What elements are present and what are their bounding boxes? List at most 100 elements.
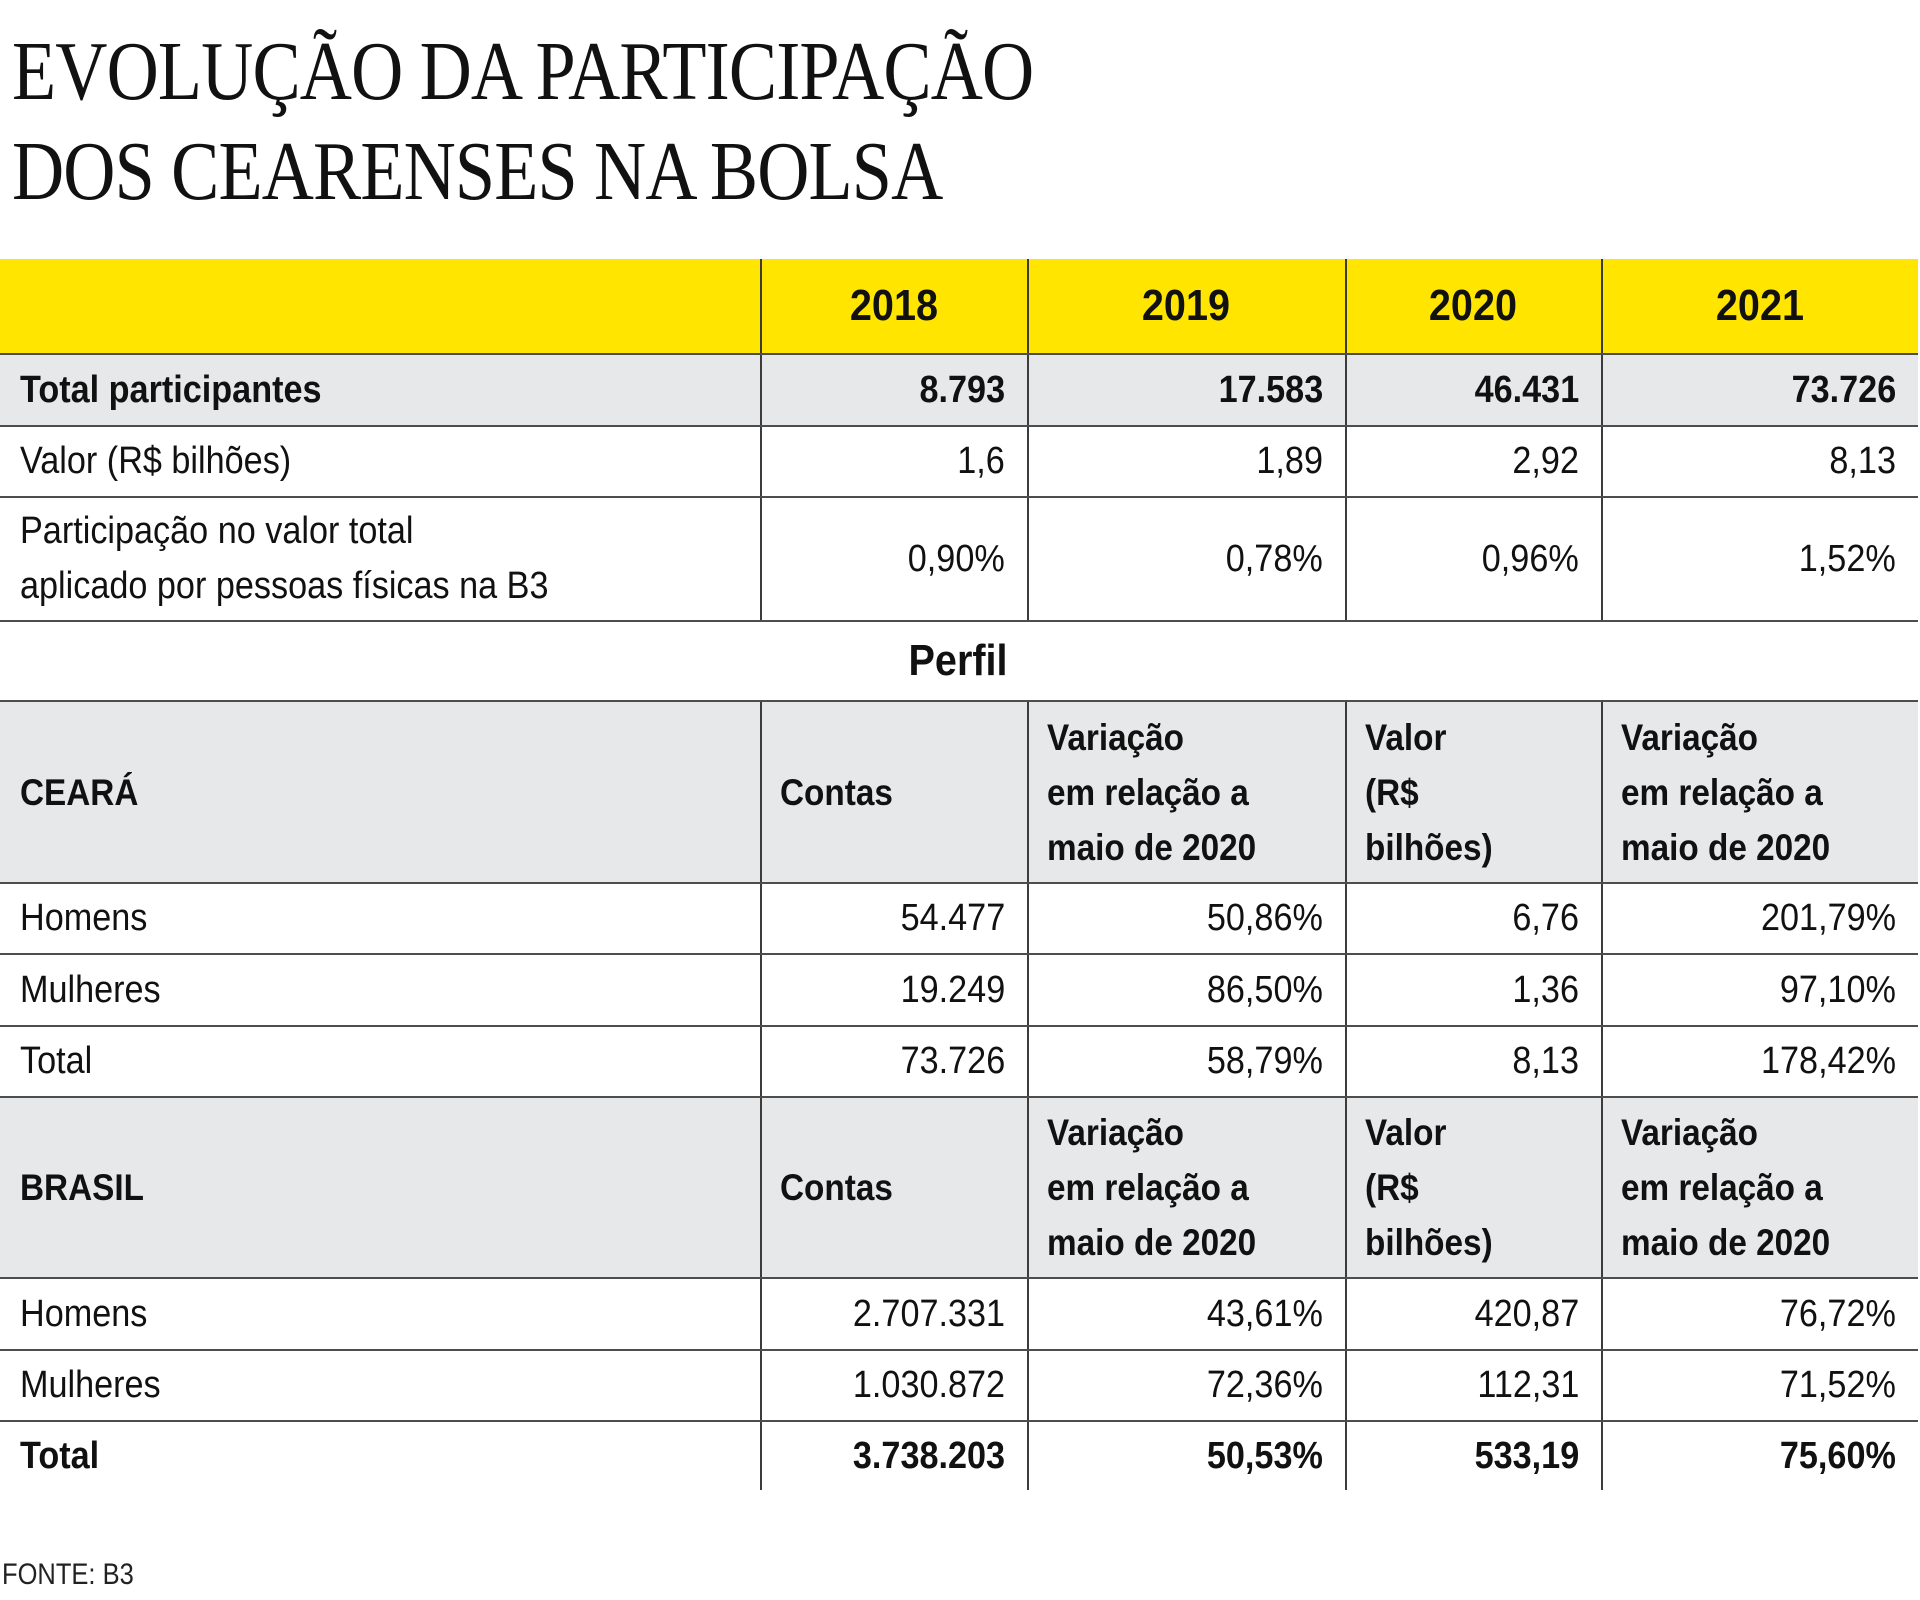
- value-cell: 76,72%: [1601, 1279, 1918, 1349]
- value-text: 6,76: [1512, 897, 1579, 940]
- row-label-text: Homens: [20, 897, 148, 940]
- row-label: Total participantes: [0, 355, 760, 425]
- column-header-valor: Valor (R$ bilhões): [1345, 702, 1601, 882]
- table-row-ceara-mulheres: Mulheres 19.249 86,50% 1,36 97,10%: [0, 953, 1918, 1025]
- value-cell: 50,53%: [1027, 1422, 1345, 1490]
- value-cell: 0,90%: [760, 498, 1027, 620]
- row-label: Total: [0, 1027, 760, 1096]
- year-header-2021: 2021: [1601, 259, 1918, 353]
- value-text: 72,36%: [1206, 1364, 1323, 1407]
- column-header-text: Variação em relação a maio de 2020: [1047, 1112, 1257, 1263]
- value-cell: 19.249: [760, 955, 1027, 1025]
- infographic-title: EVOLUÇÃO DA PARTICIPAÇÃO DOS CEARENSES N…: [12, 22, 1034, 222]
- row-label-text: Valor (R$ bilhões): [20, 440, 292, 483]
- title-line-2: DOS CEARENSES NA BOLSA: [12, 125, 943, 218]
- table-row-total-participantes: Total participantes 8.793 17.583 46.431 …: [0, 353, 1918, 425]
- year-label: 2018: [849, 281, 938, 331]
- table-row-ceara-homens: Homens 54.477 50,86% 6,76 201,79%: [0, 882, 1918, 953]
- value-cell: 46.431: [1345, 355, 1601, 425]
- year-label: 2021: [1715, 281, 1804, 331]
- column-header-text: Contas: [780, 1167, 893, 1208]
- value-text: 54.477: [900, 897, 1005, 940]
- row-label-text: Homens: [20, 1292, 148, 1335]
- value-cell: 1,89: [1027, 427, 1345, 496]
- value-text: 1,6: [957, 440, 1005, 483]
- year-header-2020: 2020: [1345, 259, 1601, 353]
- row-label: Total: [0, 1422, 760, 1490]
- value-cell: 2.707.331: [760, 1279, 1027, 1349]
- value-cell: 73.726: [1601, 355, 1918, 425]
- value-text: 201,79%: [1760, 897, 1896, 940]
- row-label-text: Total: [20, 1434, 100, 1477]
- row-label: Valor (R$ bilhões): [0, 427, 760, 496]
- value-cell: 201,79%: [1601, 884, 1918, 953]
- year-header-2018: 2018: [760, 259, 1027, 353]
- column-header-text: Valor (R$ bilhões): [1365, 1112, 1493, 1263]
- region-label-text: CEARÁ: [20, 771, 139, 813]
- table-row-brasil-total: Total 3.738.203 50,53% 533,19 75,60%: [0, 1420, 1918, 1490]
- value-text: 112,31: [1476, 1364, 1579, 1407]
- value-text: 1.030.872: [852, 1364, 1005, 1407]
- value-text: 1,52%: [1799, 537, 1896, 580]
- year-header-row: 2018 2019 2020 2021: [0, 259, 1918, 353]
- column-header-text: Variação em relação a maio de 2020: [1047, 716, 1257, 868]
- column-header-variacao-contas: Variação em relação a maio de 2020: [1027, 1098, 1345, 1277]
- row-label-text: Total participantes: [20, 368, 322, 411]
- region-label-brasil: BRASIL: [0, 1098, 760, 1277]
- value-text: 0,78%: [1226, 537, 1323, 580]
- column-header-variacao-valor: Variação em relação a maio de 2020: [1601, 1098, 1918, 1277]
- value-cell: 8.793: [760, 355, 1027, 425]
- value-cell: 58,79%: [1027, 1027, 1345, 1096]
- row-label: Mulheres: [0, 1351, 760, 1420]
- value-text: 3.738.203: [852, 1434, 1005, 1477]
- value-cell: 50,86%: [1027, 884, 1345, 953]
- value-text: 420,87: [1474, 1292, 1579, 1335]
- value-cell: 420,87: [1345, 1279, 1601, 1349]
- column-header-valor: Valor (R$ bilhões): [1345, 1098, 1601, 1277]
- value-text: 178,42%: [1760, 1040, 1896, 1083]
- row-label: Homens: [0, 884, 760, 953]
- perfil-section-row: Perfil: [0, 622, 1918, 700]
- column-header-text: Valor (R$ bilhões): [1365, 716, 1493, 868]
- value-cell: 112,31: [1345, 1351, 1601, 1420]
- value-cell: 75,60%: [1601, 1422, 1918, 1490]
- value-cell: 2,92: [1345, 427, 1601, 496]
- perfil-heading-text: Perfil: [908, 636, 1008, 686]
- value-cell: 8,13: [1345, 1027, 1601, 1096]
- header-empty-cell: [0, 259, 760, 353]
- value-cell: 8,13: [1601, 427, 1918, 496]
- column-header-text: Variação em relação a maio de 2020: [1621, 716, 1831, 868]
- year-label: 2019: [1141, 281, 1231, 331]
- value-text: 73.726: [900, 1040, 1005, 1083]
- row-label-text: Participação no valor total aplicado por…: [20, 510, 549, 607]
- row-label: Homens: [0, 1279, 760, 1349]
- value-cell: 54.477: [760, 884, 1027, 953]
- value-text: 0,96%: [1482, 537, 1579, 580]
- row-label: Mulheres: [0, 955, 760, 1025]
- value-cell: 17.583: [1027, 355, 1345, 425]
- value-cell: 97,10%: [1601, 955, 1918, 1025]
- source-note: FONTE: B3: [2, 1558, 134, 1591]
- value-text: 8.793: [919, 368, 1005, 411]
- column-header-contas: Contas: [760, 702, 1027, 882]
- table-row-brasil-mulheres: Mulheres 1.030.872 72,36% 112,31 71,52%: [0, 1349, 1918, 1420]
- value-cell: 0,96%: [1345, 498, 1601, 620]
- region-label-ceara: CEARÁ: [0, 702, 760, 882]
- value-text: 97,10%: [1779, 968, 1896, 1011]
- value-text: 46.431: [1474, 368, 1579, 411]
- value-cell: 1.030.872: [760, 1351, 1027, 1420]
- value-text: 43,61%: [1206, 1292, 1323, 1335]
- perfil-heading: Perfil: [0, 622, 1918, 700]
- value-cell: 0,78%: [1027, 498, 1345, 620]
- value-cell: 86,50%: [1027, 955, 1345, 1025]
- value-text: 2.707.331: [852, 1292, 1005, 1335]
- value-text: 19.249: [900, 968, 1005, 1011]
- value-text: 50,53%: [1206, 1434, 1323, 1477]
- row-label: Participação no valor total aplicado por…: [0, 498, 760, 620]
- column-header-text: Contas: [780, 771, 893, 813]
- value-cell: 43,61%: [1027, 1279, 1345, 1349]
- table-row-participacao: Participação no valor total aplicado por…: [0, 496, 1918, 622]
- value-cell: 1,6: [760, 427, 1027, 496]
- value-cell: 178,42%: [1601, 1027, 1918, 1096]
- value-text: 1,89: [1256, 440, 1323, 483]
